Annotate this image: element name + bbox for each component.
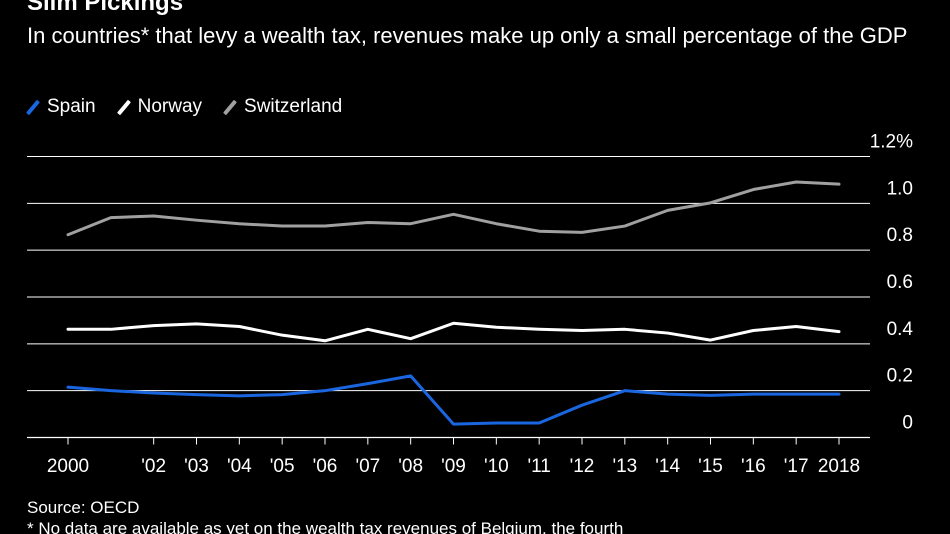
legend: Spain Norway Switzerland	[26, 96, 364, 118]
x-tick-label: '13	[612, 456, 637, 477]
legend-item-switzerland: Switzerland	[223, 96, 343, 118]
chart-title: Slim Pickings	[27, 0, 184, 16]
legend-label-switzerland: Switzerland	[244, 96, 343, 117]
legend-item-spain: Spain	[26, 96, 96, 118]
x-tick-label: '15	[698, 456, 723, 477]
series-line-spain	[66, 374, 841, 426]
x-tick-label: '17	[784, 456, 809, 477]
x-axis-labels: 2000 '02 '03 '04 '05 '06 '07 '08 '09 '10 '11 '12 '13…	[47, 456, 860, 477]
x-tick-label: '05	[270, 456, 295, 477]
x-tick-label: '10	[484, 456, 509, 477]
series-line-switzerland	[66, 180, 841, 237]
y-tick-label: 1.0	[887, 178, 913, 199]
series-lines	[66, 180, 841, 426]
x-tick-label: 2000	[47, 456, 89, 477]
x-tick-label: '04	[227, 456, 252, 477]
source-note: Source: OECD	[27, 498, 140, 517]
x-tick-label: '11	[527, 456, 550, 477]
x-tick-label: '03	[184, 456, 209, 477]
y-axis-labels: 0 0.2 0.4 0.6 0.8 1.0 1.2%	[870, 132, 914, 434]
y-tick-label: 0	[902, 413, 913, 434]
x-tick-label: '07	[355, 456, 380, 477]
chart-subtitle: In countries* that levy a wealth tax, re…	[27, 23, 908, 48]
legend-item-norway: Norway	[116, 96, 203, 118]
footnote: * No data are available as yet on the we…	[27, 519, 624, 534]
x-tick-label: 2018	[818, 456, 860, 477]
legend-label-spain: Spain	[47, 96, 96, 117]
x-tick-label: '06	[313, 456, 338, 477]
x-tick-label: '08	[398, 456, 423, 477]
y-tick-label: 0.2	[887, 366, 913, 387]
x-tick-label: '14	[655, 456, 680, 477]
x-tick-label: '12	[570, 456, 595, 477]
y-tick-label: 0.4	[887, 319, 914, 340]
y-tick-label: 0.6	[887, 272, 913, 293]
gridlines	[27, 156, 870, 445]
legend-label-norway: Norway	[137, 96, 203, 117]
y-tick-label: 1.2%	[870, 132, 913, 153]
x-tick-label: '02	[141, 456, 166, 477]
y-tick-label: 0.8	[887, 225, 913, 246]
x-tick-label: '09	[441, 456, 466, 477]
x-tick-label: '16	[741, 456, 766, 477]
series-line-norway	[66, 321, 841, 343]
